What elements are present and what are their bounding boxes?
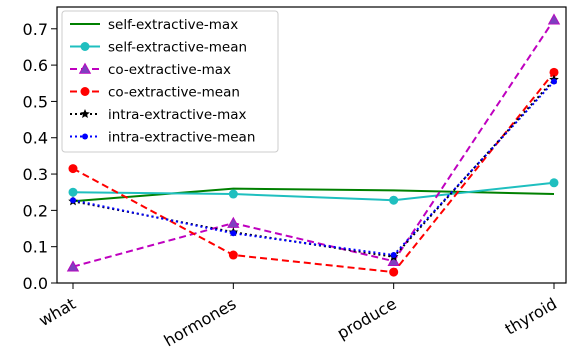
series-line (72, 71, 555, 274)
y-tick-label: 0.0 (23, 274, 48, 293)
data-point (68, 187, 78, 197)
data-point (66, 260, 80, 272)
legend-item: co-extractive-max (70, 62, 231, 78)
legend-marker (82, 133, 88, 140)
data-point (551, 78, 557, 85)
series-co-extractive-max (66, 13, 561, 272)
legend-label: co-extractive-mean (108, 85, 240, 101)
y-axis: 0.0 0.1 0.2 0.3 0.4 0.5 0.6 0.7 (23, 20, 57, 293)
legend-marker (80, 109, 90, 119)
series-line (72, 181, 555, 202)
data-point (68, 164, 78, 174)
data-point (390, 252, 397, 259)
legend-item: co-extractive-mean (70, 85, 240, 101)
legend-item: self-extractive-max (70, 17, 238, 33)
y-tick-label: 0.5 (23, 92, 48, 111)
series-self-extractive-mean (68, 178, 559, 205)
y-tick-label: 0.2 (23, 201, 48, 220)
legend-box (61, 10, 279, 153)
legend-marker (80, 42, 90, 51)
legend-marker (80, 87, 90, 96)
data-point (549, 178, 559, 188)
data-point (230, 230, 237, 237)
series-co-extractive-mean (68, 67, 559, 277)
plot-frame (56, 6, 567, 284)
legend-label: self-extractive-mean (108, 40, 247, 56)
series-intra-extractive-mean (70, 78, 557, 259)
y-tick-label: 0.4 (23, 129, 48, 148)
data-point (549, 67, 559, 77)
y-tick-label: 0.7 (23, 20, 48, 39)
legend-item: intra-extractive-max (70, 107, 247, 123)
legend-item: self-extractive-mean (70, 40, 247, 56)
legend-label: self-extractive-max (108, 17, 238, 33)
data-point (389, 195, 399, 205)
series-line (72, 80, 555, 257)
data-point (389, 267, 399, 277)
legend-label: intra-extractive-mean (108, 130, 255, 146)
legend-label: co-extractive-max (108, 62, 231, 78)
legend: self-extractive-max self-extractive-mean c… (61, 10, 279, 153)
data-point (547, 13, 561, 25)
series-layer (66, 13, 561, 277)
y-tick-label: 0.6 (23, 56, 48, 75)
legend-item: intra-extractive-mean (70, 130, 255, 146)
data-point (228, 250, 238, 260)
y-tick-label: 0.3 (23, 165, 48, 184)
legend-marker (78, 62, 92, 74)
series-line (72, 19, 555, 268)
data-point (70, 197, 76, 204)
y-tick-label: 0.1 (23, 238, 48, 257)
data-point (228, 189, 238, 199)
legend-label: intra-extractive-max (108, 107, 247, 123)
